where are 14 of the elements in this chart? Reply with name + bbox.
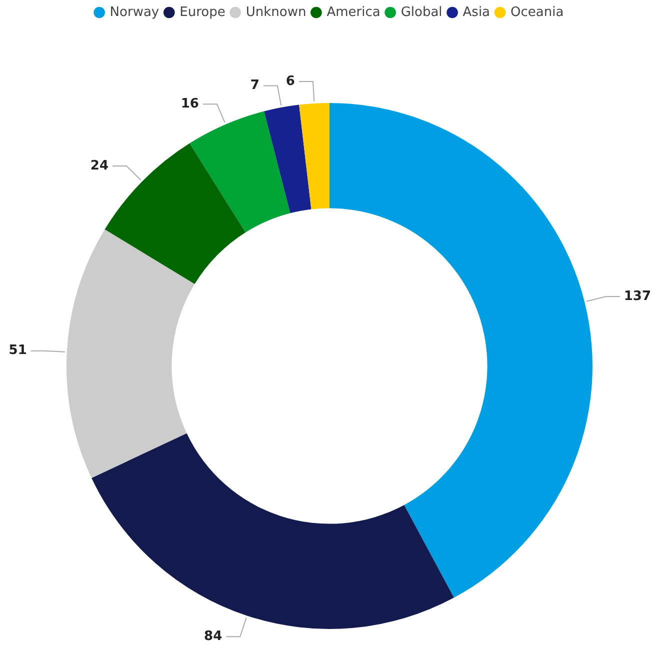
data-label: 84 bbox=[204, 628, 222, 644]
data-label: 137 bbox=[624, 288, 652, 304]
data-label: 16 bbox=[180, 96, 199, 112]
legend-label: Global bbox=[400, 4, 442, 20]
data-label: 7 bbox=[250, 78, 260, 94]
legend-label: Norway bbox=[110, 4, 160, 20]
legend-label: America bbox=[326, 4, 380, 20]
legend-label: Unknown bbox=[246, 4, 306, 20]
legend-label: Oceania bbox=[510, 4, 564, 20]
data-label: 51 bbox=[8, 343, 27, 358]
legend-label: Asia bbox=[462, 4, 490, 20]
legend-label: Europe bbox=[180, 4, 226, 20]
data-label: 6 bbox=[286, 74, 295, 89]
data-label: 24 bbox=[90, 158, 109, 174]
